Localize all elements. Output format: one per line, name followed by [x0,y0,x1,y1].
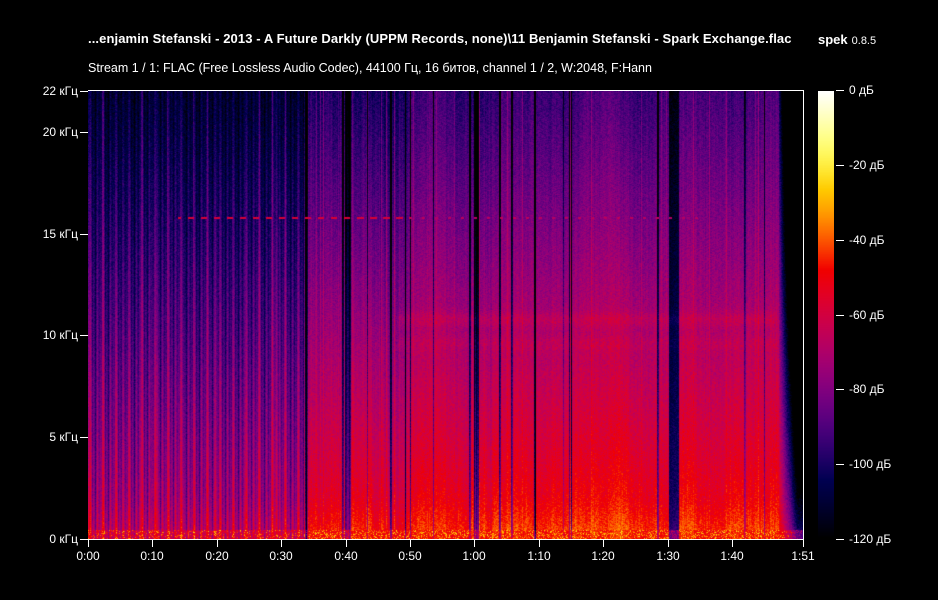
db-tick-label: 0 дБ [849,83,874,97]
plot-border-right [803,90,804,540]
freq-tick-label: 10 кГц [42,328,78,342]
time-tick [217,540,218,547]
db-tick-label: -40 дБ [849,233,885,247]
stream-info: Stream 1 / 1: FLAC (Free Lossless Audio … [88,61,652,75]
freq-tick [80,437,88,438]
db-tick-label: -80 дБ [849,382,885,396]
time-tick [603,540,604,547]
time-tick-label: 1:20 [591,549,615,563]
time-tick-label: 1:10 [527,549,551,563]
time-tick-label: 0:30 [269,549,293,563]
time-tick-label: 0:20 [205,549,229,563]
freq-tick [80,132,88,133]
time-tick [732,540,733,547]
file-title: ...enjamin Stefanski - 2013 - A Future D… [88,31,792,46]
freq-tick [80,335,88,336]
time-tick-label: 1:40 [720,549,744,563]
time-tick [281,540,282,547]
plot-border-bottom [88,539,804,540]
freq-tick-label: 15 кГц [42,227,78,241]
time-tick-label: 0:40 [334,549,358,563]
db-tick [836,90,844,91]
time-tick [152,540,153,547]
freq-tick-label: 5 кГц [49,430,78,444]
db-tick [836,240,844,241]
time-tick-label: 1:51 [791,549,815,563]
db-tick-label: -120 дБ [849,532,892,546]
freq-tick [80,91,88,92]
time-tick [410,540,411,547]
db-tick [836,539,844,540]
time-tick [474,540,475,547]
app-badge: spek 0.8.5 [818,31,876,49]
app-name: spek [818,32,848,47]
time-tick [668,540,669,547]
time-tick-label: 0:50 [398,549,422,563]
plot-border-top [88,90,804,91]
freq-tick-label: 20 кГц [42,125,78,139]
time-tick [803,540,804,547]
db-tick-label: -100 дБ [849,457,892,471]
time-tick [88,540,89,547]
time-tick-label: 1:00 [462,549,486,563]
time-tick-label: 0:10 [140,549,164,563]
db-tick [836,389,844,390]
freq-tick [80,234,88,235]
db-tick [836,464,844,465]
time-tick-label: 1:30 [656,549,680,563]
db-tick-label: -20 дБ [849,158,885,172]
freq-tick [80,539,88,540]
app-version: 0.8.5 [851,35,877,47]
time-tick [346,540,347,547]
db-tick-label: -60 дБ [849,308,885,322]
spectrogram-canvas [88,91,803,539]
freq-tick-label: 22 кГц [42,84,78,98]
legend-gradient [818,91,834,539]
time-tick [539,540,540,547]
db-tick [836,315,844,316]
time-tick-label: 0:00 [76,549,100,563]
freq-tick-label: 0 кГц [49,532,78,546]
db-tick [836,165,844,166]
